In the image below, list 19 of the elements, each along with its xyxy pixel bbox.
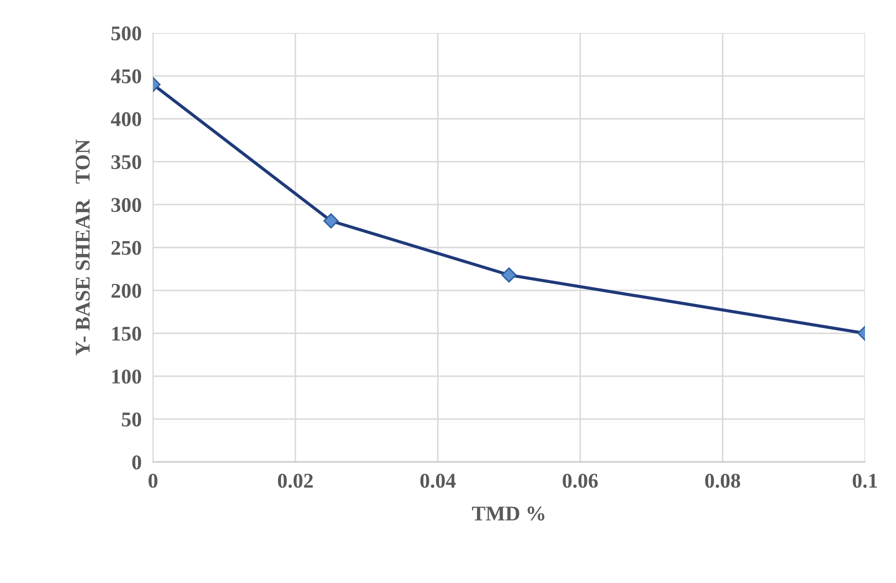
x-tick-label: 0.02: [278, 474, 313, 488]
y-tick-label: 100: [112, 370, 142, 384]
x-tick-label: 0.04: [420, 474, 456, 488]
x-tick-label: 0: [148, 474, 158, 488]
y-tick-label: 150: [112, 326, 142, 341]
x-tick-label: 0.06: [562, 474, 598, 488]
y-tick-label: 300: [111, 198, 142, 212]
y-tick-label: 450: [110, 69, 142, 84]
x-axis-title: TMD %: [472, 506, 544, 521]
y-tick-label: 250: [112, 240, 142, 255]
y-tick-label: 200: [112, 284, 142, 298]
y-tick-label: 500: [111, 26, 142, 40]
y-tick-label: 400: [110, 112, 142, 126]
x-tick-label: 0.08: [705, 474, 740, 488]
y-tick-label: 350: [111, 155, 142, 170]
y-tick-label: 0: [132, 455, 142, 470]
y-tick-label: 50: [122, 412, 142, 427]
x-tick-label: 0.1: [852, 474, 877, 488]
y-axis-title: Y- BASE SHEAR TON: [76, 139, 90, 356]
